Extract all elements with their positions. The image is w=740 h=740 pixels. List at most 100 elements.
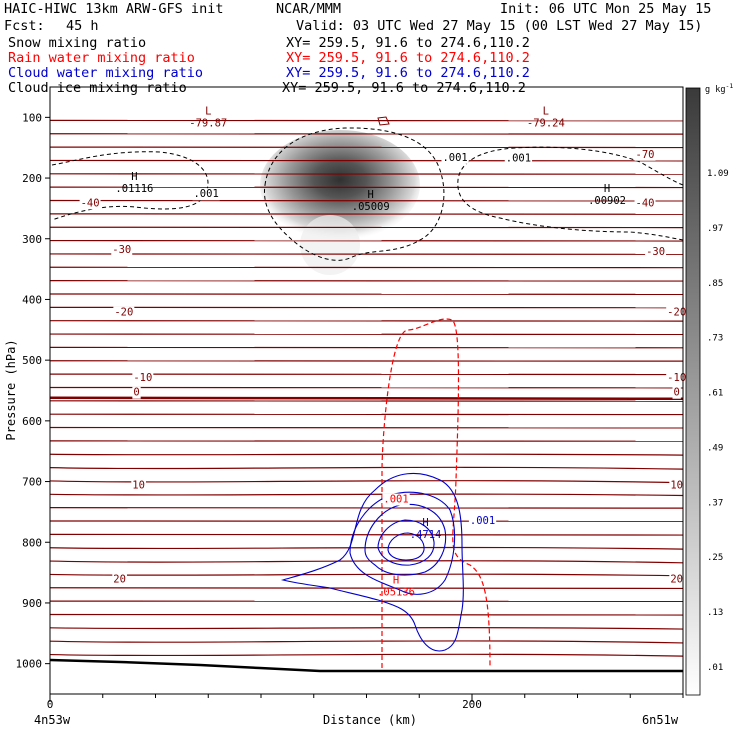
rain-maximum-kind: H [393,575,399,587]
rain-maximum-value: .05136 [377,587,415,599]
field-name-snow: Snow mixing ratio [8,35,146,51]
y-axis-label: Pressure (hPa) [4,339,18,440]
colorbar-unit-sup: -1 [725,82,733,90]
rain-contour-label-bg [382,493,410,506]
field-xy-cloud-ice: XY= 259.5, 91.6 to 274.6,110.2 [282,80,526,96]
cloud-ice-contour-label-bg [441,151,469,164]
freezing-level-line [50,396,683,401]
cloud-ice-maximum-kind: H [604,183,610,195]
snow-maximum-value: .05009 [352,201,390,213]
temperature-contour-line [50,453,683,456]
x-endpoint-right: 6n51w [642,713,679,727]
temperature-contour-label: -40 [636,197,655,209]
y-tick-label: 600 [22,415,42,428]
temperature-contour-line [50,480,683,484]
cloud-water-contour-3 [364,503,447,576]
colorbar-label: .25 [707,553,723,563]
temperature-contour-line [50,640,683,644]
temperature-contour-label: -20 [114,307,133,319]
snow-shading [260,130,420,240]
colorbar-unit-base: g kg [705,85,725,95]
y-axis: 100 200 300 400 500 600 700 800 900 1000 [16,111,50,671]
colorbar-unit: g kg-1 [705,82,733,95]
x-axis: 0 200 [47,694,684,711]
cloud-ice-contour-label: .001 [442,152,467,164]
temperature-contour-label-bg [672,386,681,399]
temperature-contour-label: -70 [636,149,655,161]
terrain-line [50,658,683,673]
rain-contour-label: .001 [383,494,408,506]
cloud-ice-contour-right [457,146,683,241]
temperature-minimum-kind: L [543,105,549,117]
colorbar-ticks: 1.09 .97 .85 .73 .61 .49 .37 .25 .13 .01 [707,169,729,673]
fcst-label: Fcst: [4,18,45,34]
init-label: Init: 06 UTC Mon 25 May 15 [500,1,711,17]
temperature-contour-label: 0 [674,387,680,399]
temperature-contour-line [50,466,683,470]
y-tick-label: 1000 [16,658,43,671]
temperature-contour-line [50,613,683,616]
colorbar-label: .37 [707,498,723,508]
x-tick-label: 0 [47,698,54,711]
cloud-water-contour-1 [280,472,464,652]
colorbar: 1.09 .97 .85 .73 .61 .49 .37 .25 .13 .01 g kg-1 [685,82,733,696]
cloud-ice-contour-label-bg [504,152,533,165]
temperature-contour-line [50,546,683,550]
temperature-contour-label: -30 [112,244,131,256]
cloud-water-contour-label-bg [468,514,497,527]
temperature-contour-line [50,653,683,657]
temperature-contour-label-bg [634,148,656,161]
temperature-contour-label: -20 [667,307,686,319]
temperature-contour-label: 0 [133,387,139,399]
colorbar-label: .61 [707,389,723,399]
x-axis-label: Distance (km) [323,713,417,727]
temperature-contour-label-bg [666,306,688,319]
x-tick-label: 200 [462,698,482,711]
cloud-water-contour-label: .001 [470,515,495,527]
temperature-contour-label-bg [669,479,684,492]
y-tick-label: 400 [22,293,42,306]
temperature-contour-label-bg [132,372,154,385]
cloud-ice-contour-label: .001 [193,188,218,200]
field-xy-rain: XY= 259.5, 91.6 to 274.6,110.2 [286,50,530,66]
temperature-min-loop [377,116,390,126]
snow-shading-tail [300,215,360,275]
colorbar-label: .97 [707,224,723,234]
cloud-ice-contour-label: .001 [506,152,531,164]
plot-area [50,116,683,673]
colorbar-label: .13 [707,608,723,618]
temperature-minimum-value: -79.24 [527,117,565,129]
cloud-ice-maximum-kind: H [131,171,137,183]
temperature-contour-label-bg [645,245,667,258]
x-endpoint-left: 4n53w [34,713,71,727]
header: HAIC-HIWC 13km ARW-GFS init NCAR/MMM Ini… [4,1,711,96]
cloud-ice-maximum-value: .01116 [115,183,153,195]
temperature-contour-line [50,493,683,497]
temperature-contour-line [50,533,683,536]
y-tick-label: 700 [22,476,42,489]
rain-contour [381,318,491,669]
temperature-contour-label: 10 [670,480,683,492]
y-tick-label: 500 [22,354,42,367]
cloud-water-contour-2 [349,491,456,595]
temperature-contour-line [50,560,683,564]
y-tick-label: 800 [22,536,42,549]
cloud-ice-maximum-value: .00902 [588,195,626,207]
cloud-water-contour-4 [377,519,435,566]
temperature-contour-label: 20 [113,574,126,586]
colorbar-label: .73 [707,334,723,344]
model-line: HAIC-HIWC 13km ARW-GFS init [4,1,223,17]
y-tick-label: 900 [22,597,42,610]
temperature-contour-label-bg [634,197,656,210]
org-label: NCAR/MMM [276,1,341,17]
colorbar-label: 1.09 [707,169,729,179]
field-name-cloud-ice: Cloud ice mixing ratio [8,80,187,96]
temperature-contour-label-bg [669,573,684,586]
y-tick-label: 200 [22,172,42,185]
field-xy-cloud-water: XY= 259.5, 91.6 to 274.6,110.2 [286,65,530,81]
field-name-rain: Rain water mixing ratio [8,50,195,66]
temperature-contour-label: -10 [667,372,686,384]
temperature-contour-line [50,587,683,590]
temperature-contour-label-bg [113,306,135,319]
